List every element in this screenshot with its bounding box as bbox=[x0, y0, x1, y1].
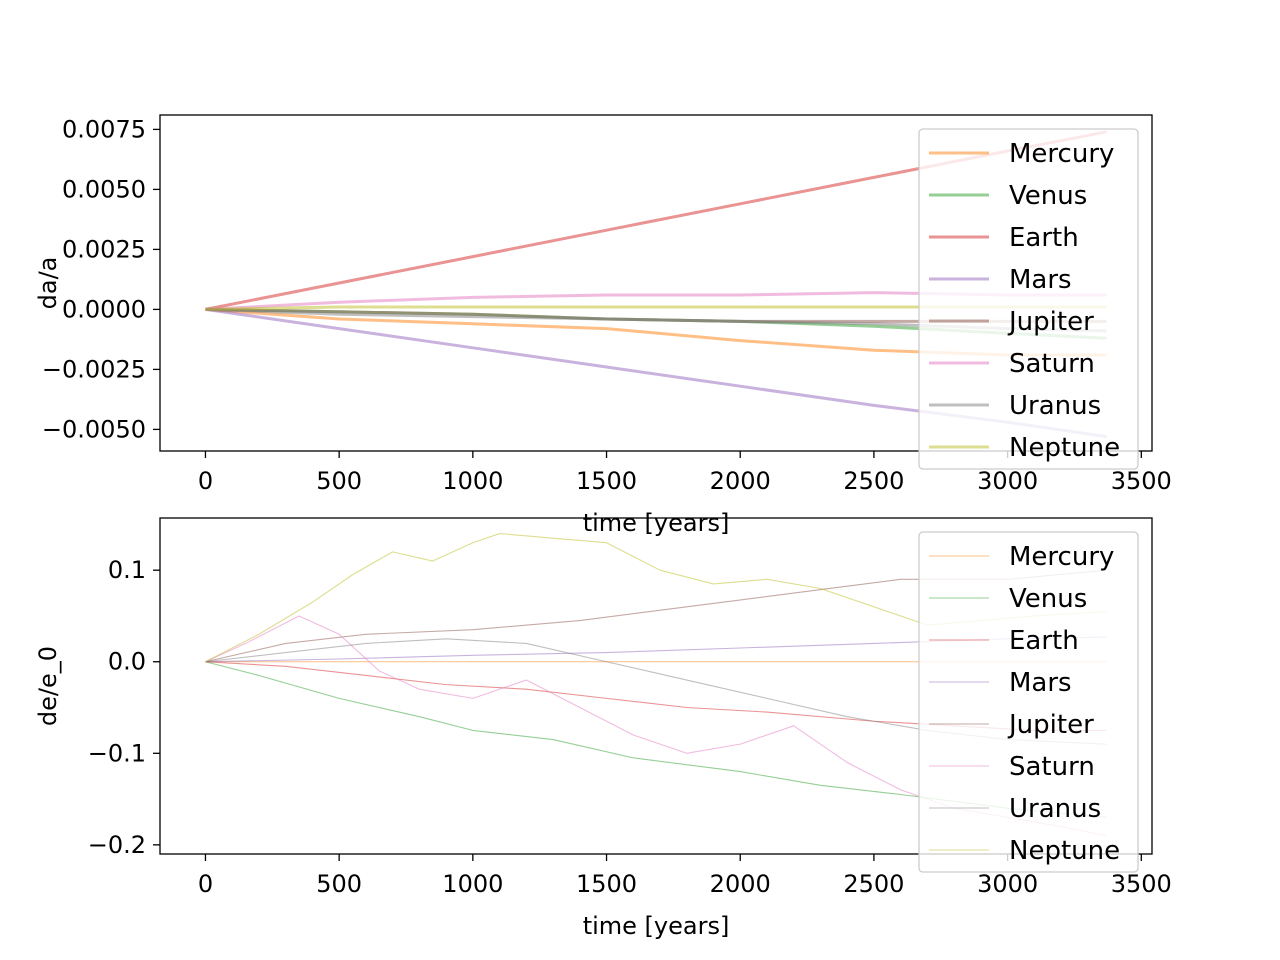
top-axes-frame bbox=[159, 114, 1153, 452]
bottom-x-tick-label: 1000 bbox=[442, 870, 503, 898]
bottom-y-tick-label: 0.0 bbox=[108, 648, 146, 676]
bottom-ticks-layer: 0 500 1000 1500 2000 2500 3000 3500 −0.2 −0.1 0.0 0… bbox=[88, 556, 1172, 898]
top-legend-label-jupiter: Jupiter bbox=[1007, 307, 1094, 337]
bottom-x-tick-label: 1500 bbox=[576, 870, 637, 898]
bottom-legend-label-saturn: Saturn bbox=[1009, 752, 1095, 782]
bottom-y-axis-title: de/e_0 bbox=[34, 646, 62, 726]
top-y-axis-title: da/a bbox=[34, 257, 62, 310]
top-x-tick-label: 1500 bbox=[576, 467, 637, 495]
top-x-tick-label: 2000 bbox=[710, 467, 771, 495]
top-y-tick-label: −0.0025 bbox=[42, 355, 146, 383]
bottom-legend-label-jupiter: Jupiter bbox=[1007, 710, 1094, 740]
top-legend: Mercury Venus Earth Mars Jupiter Saturn Uranus… bbox=[918, 128, 1139, 470]
top-subplot: 0 500 1000 1500 2000 2500 3000 3500 −0.0050 −0.00… bbox=[34, 114, 1172, 537]
top-y-tick-label: 0.0050 bbox=[62, 175, 146, 203]
top-legend-label-mars: Mars bbox=[1009, 265, 1072, 295]
bottom-y-tick-label: 0.1 bbox=[108, 556, 146, 584]
bottom-plot-area bbox=[159, 517, 1153, 855]
bottom-y-tick-label: −0.1 bbox=[88, 739, 146, 767]
top-legend-label-neptune: Neptune bbox=[1009, 433, 1120, 463]
bottom-x-tick-label: 3500 bbox=[1111, 870, 1172, 898]
top-x-tick-label: 500 bbox=[316, 467, 362, 495]
top-legend-label-uranus: Uranus bbox=[1009, 391, 1101, 421]
top-y-tick-label: −0.0050 bbox=[42, 415, 146, 443]
bottom-x-tick-label: 500 bbox=[316, 870, 362, 898]
bottom-x-axis-title: time [years] bbox=[583, 912, 730, 940]
bottom-legend-label-earth: Earth bbox=[1009, 626, 1079, 656]
bottom-legend-label-mercury: Mercury bbox=[1009, 542, 1114, 572]
bottom-legend-label-neptune: Neptune bbox=[1009, 836, 1120, 866]
bottom-x-tick-label: 3000 bbox=[977, 870, 1038, 898]
bottom-legend-label-uranus: Uranus bbox=[1009, 794, 1101, 824]
top-ticks-layer: 0 500 1000 1500 2000 2500 3000 3500 −0.0050 −0.00… bbox=[42, 115, 1172, 495]
top-plot-area bbox=[159, 114, 1153, 452]
bottom-legend-label-venus: Venus bbox=[1009, 584, 1087, 614]
top-legend-label-mercury: Mercury bbox=[1009, 139, 1114, 169]
top-x-tick-label: 3500 bbox=[1111, 467, 1172, 495]
top-y-tick-label: 0.0025 bbox=[62, 235, 146, 263]
top-x-tick-label: 3000 bbox=[977, 467, 1038, 495]
top-y-tick-label: 0.0000 bbox=[62, 295, 146, 323]
top-legend-label-venus: Venus bbox=[1009, 181, 1087, 211]
top-x-tick-label: 0 bbox=[198, 467, 213, 495]
top-legend-label-earth: Earth bbox=[1009, 223, 1079, 253]
bottom-y-tick-label: −0.2 bbox=[88, 831, 146, 859]
bottom-axes-frame bbox=[159, 517, 1153, 855]
bottom-x-tick-label: 0 bbox=[198, 870, 213, 898]
top-x-tick-label: 2500 bbox=[843, 467, 904, 495]
bottom-legend-frame bbox=[918, 531, 1139, 873]
top-legend-label-saturn: Saturn bbox=[1009, 349, 1095, 379]
bottom-x-tick-label: 2000 bbox=[710, 870, 771, 898]
bottom-legend-label-mars: Mars bbox=[1009, 668, 1072, 698]
top-y-tick-label: 0.0075 bbox=[62, 115, 146, 143]
top-legend-frame bbox=[918, 128, 1139, 470]
top-x-tick-label: 1000 bbox=[442, 467, 503, 495]
top-x-axis-title: time [years] bbox=[583, 509, 730, 537]
bottom-subplot: 0 500 1000 1500 2000 2500 3000 3500 −0.2 −0.1 0.0 0… bbox=[34, 517, 1172, 940]
bottom-x-tick-label: 2500 bbox=[843, 870, 904, 898]
bottom-legend: Mercury Venus Earth Mars Jupiter Saturn Uranus… bbox=[918, 531, 1139, 873]
